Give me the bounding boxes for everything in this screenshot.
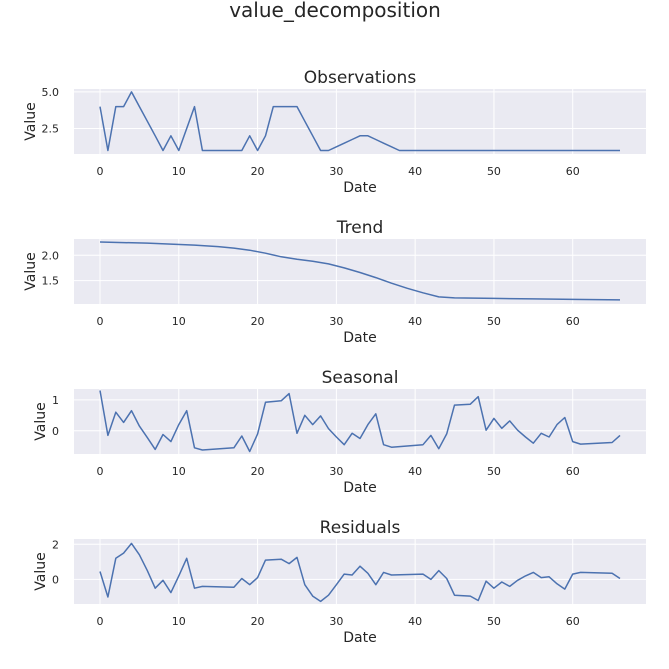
observations-x-axis-label: Date [343,180,376,196]
observations-x-tick-label: 20 [251,165,265,178]
residuals-x-tick-label: 50 [487,615,501,628]
observations-x-tick-label: 50 [487,165,501,178]
observations-y-axis-label: Value [23,102,39,140]
seasonal-x-tick-label: 40 [408,465,422,478]
trend-y-tick-label: 2.0 [42,249,60,262]
seasonal-x-tick-label: 0 [97,465,104,478]
trend-panel: 0 10 20 30 40 50 60 1.5 2.0 Trend Date Value [23,218,646,346]
residuals-y-tick-label: 2 [52,538,59,551]
residuals-x-tick-label: 40 [408,615,422,628]
observations-panel: 0 10 20 30 40 50 60 2.5 5.0 Observations Date Value [23,68,646,196]
observations-y-tick-label: 2.5 [42,123,60,136]
trend-x-tick-label: 10 [172,315,186,328]
residuals-y-tick-label: 0 [52,573,59,586]
residuals-x-tick-label: 0 [97,615,104,628]
seasonal-y-axis-label: Value [33,402,49,440]
observations-x-tick-label: 40 [408,165,422,178]
trend-y-axis-label: Value [23,252,39,290]
residuals-title: Residuals [320,518,401,538]
seasonal-title: Seasonal [322,368,399,388]
seasonal-x-tick-label: 10 [172,465,186,478]
trend-x-tick-label: 30 [329,315,343,328]
residuals-x-tick-label: 60 [566,615,580,628]
residuals-x-tick-label: 10 [172,615,186,628]
observations-x-tick-label: 60 [566,165,580,178]
seasonal-series-line [99,390,621,453]
seasonal-y-tick-label: 1 [52,394,59,407]
residuals-y-axis-label: Value [33,552,49,590]
trend-plot-area [74,239,646,304]
seasonal-x-tick-label: 30 [329,465,343,478]
seasonal-x-tick-label: 20 [251,465,265,478]
observations-x-tick-label: 0 [97,165,104,178]
observations-plot-area [74,89,646,154]
trend-x-axis-label: Date [343,330,376,346]
observations-x-tick-label: 10 [172,165,186,178]
trend-x-tick-label: 50 [487,315,501,328]
residuals-plot-area [74,539,646,604]
seasonal-y-tick-label: 0 [52,425,59,438]
subplot-panels: 0 10 20 30 40 50 602.55.0ObservationsDateValue… [23,68,646,646]
observations-title: Observations [304,68,417,88]
residuals-x-axis-label: Date [343,630,376,646]
seasonal-x-tick-label: 60 [566,465,580,478]
residuals-x-tick-label: 30 [329,615,343,628]
trend-x-tick-label: 20 [251,315,265,328]
residuals-x-tick-label: 20 [251,615,265,628]
observations-series-line [99,91,620,152]
seasonal-x-tick-label: 50 [487,465,501,478]
trend-x-tick-label: 60 [566,315,580,328]
seasonal-x-axis-label: Date [343,480,376,496]
trend-series-line [99,241,621,301]
trend-y-tick-label: 1.5 [42,275,60,288]
observations-x-tick-label: 30 [329,165,343,178]
residuals-panel: 0 10 20 30 40 50 60 0 2 Residuals Date Value [33,518,646,646]
trend-x-tick-label: 40 [408,315,422,328]
seasonal-panel: 0 10 20 30 40 50 60 0 1 Seasonal Date Value [33,368,646,496]
figure-title: value_decomposition [229,0,441,22]
trend-x-tick-label: 0 [97,315,104,328]
trend-title: Trend [336,218,384,238]
residuals-series-line [99,542,621,603]
observations-y-tick-label: 5.0 [42,86,60,99]
